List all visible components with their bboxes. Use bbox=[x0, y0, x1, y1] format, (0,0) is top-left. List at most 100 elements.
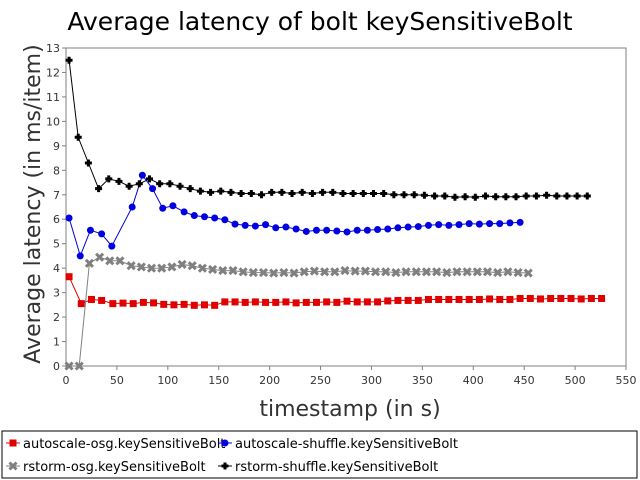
x-tick-label: 0 bbox=[63, 374, 70, 387]
data-point-circle bbox=[231, 220, 239, 228]
legend-item: autoscale-shuffle.keySensitiveBolt bbox=[218, 437, 458, 452]
data-point-square bbox=[323, 298, 331, 306]
data-point-plus bbox=[288, 190, 296, 198]
data-point-square bbox=[211, 301, 219, 309]
data-point-circle bbox=[384, 225, 392, 233]
data-point-square bbox=[363, 298, 371, 306]
data-point-x bbox=[299, 267, 309, 277]
data-point-square bbox=[241, 298, 249, 306]
data-point-square bbox=[87, 295, 95, 303]
data-point-x bbox=[462, 267, 472, 277]
data-point-x bbox=[167, 262, 177, 272]
data-point-circle bbox=[159, 204, 167, 212]
data-point-square bbox=[353, 298, 361, 306]
data-point-x bbox=[136, 262, 146, 272]
data-point-plus bbox=[583, 192, 591, 200]
y-axis-label: Average latency (in ms/item) bbox=[21, 44, 46, 363]
legend-label: rstorm-shuffle.keySensitiveBolt bbox=[235, 460, 438, 475]
x-tick-label: 550 bbox=[616, 374, 637, 387]
data-point-circle bbox=[190, 212, 198, 220]
data-point-square bbox=[292, 299, 300, 307]
y-tick-label: 2 bbox=[53, 311, 60, 324]
series-rstorm-osg-keysensitivebolt bbox=[64, 252, 533, 371]
data-point-plus bbox=[237, 190, 245, 198]
data-point-square bbox=[394, 296, 402, 304]
data-point-plus bbox=[135, 180, 143, 188]
data-point-plus bbox=[553, 192, 561, 200]
data-point-circle bbox=[312, 226, 320, 234]
legend-label: autoscale-shuffle.keySensitiveBolt bbox=[235, 437, 458, 452]
data-point-square bbox=[221, 298, 229, 306]
data-point-square bbox=[465, 295, 473, 303]
data-point-square bbox=[98, 296, 106, 304]
data-point-plus bbox=[65, 56, 73, 64]
x-tick-label: 200 bbox=[259, 374, 280, 387]
data-point-circle bbox=[76, 252, 84, 260]
data-point-x bbox=[115, 256, 125, 266]
data-point-plus bbox=[227, 188, 235, 196]
data-point-x bbox=[309, 266, 319, 276]
x-tick-label: 450 bbox=[514, 374, 535, 387]
data-point-square bbox=[557, 294, 565, 302]
y-tick-label: 7 bbox=[53, 189, 60, 202]
data-point-plus bbox=[481, 192, 489, 200]
chart-title: Average latency of bolt keySensitiveBolt bbox=[67, 7, 572, 36]
data-point-square bbox=[109, 300, 117, 308]
data-point-square bbox=[404, 296, 412, 304]
data-point-x bbox=[208, 264, 218, 274]
y-tick-label: 6 bbox=[53, 213, 60, 226]
data-point-plus bbox=[380, 190, 388, 198]
legend-box bbox=[1, 430, 638, 479]
data-point-circle bbox=[363, 226, 371, 234]
data-point-circle bbox=[292, 225, 300, 233]
data-point-circle bbox=[241, 221, 249, 229]
data-point-circle bbox=[302, 227, 310, 235]
legend-label: autoscale-osg.keySensitiveBolt bbox=[23, 437, 225, 452]
data-point-x bbox=[370, 267, 381, 277]
x-tick-label: 500 bbox=[565, 374, 586, 387]
data-point-circle bbox=[128, 203, 136, 211]
data-point-circle bbox=[475, 220, 483, 228]
data-point-plus bbox=[461, 193, 469, 201]
data-point-plus bbox=[492, 193, 500, 201]
data-point-x bbox=[391, 267, 401, 278]
data-point-plus bbox=[186, 185, 194, 193]
data-point-circle bbox=[272, 224, 280, 232]
data-point-x bbox=[340, 266, 350, 276]
data-point-x bbox=[320, 267, 330, 277]
data-point-square bbox=[343, 297, 351, 305]
data-point-plus bbox=[84, 159, 92, 167]
data-point-circle bbox=[221, 439, 229, 447]
data-point-square bbox=[445, 295, 453, 303]
y-tick-label: 10 bbox=[46, 115, 60, 128]
data-point-x bbox=[258, 267, 269, 278]
data-point-plus bbox=[532, 192, 540, 200]
series-line bbox=[68, 60, 588, 198]
data-point-x bbox=[360, 266, 370, 276]
data-point-square bbox=[424, 295, 432, 303]
data-point-x bbox=[218, 266, 228, 276]
data-point-x bbox=[503, 267, 513, 277]
data-point-circle bbox=[138, 171, 146, 179]
data-point-plus bbox=[308, 190, 316, 198]
data-point-square bbox=[486, 295, 494, 303]
data-point-plus bbox=[359, 190, 367, 198]
data-point-plus bbox=[573, 192, 581, 200]
data-point-plus bbox=[563, 192, 571, 200]
data-point-plus bbox=[221, 462, 229, 470]
data-point-x bbox=[350, 266, 360, 276]
data-point-plus bbox=[431, 192, 439, 200]
data-point-circle bbox=[374, 226, 382, 234]
data-point-circle bbox=[262, 221, 270, 229]
data-point-plus bbox=[390, 191, 398, 199]
data-point-circle bbox=[323, 226, 331, 234]
data-point-x bbox=[269, 268, 279, 278]
data-point-x bbox=[248, 267, 258, 278]
data-point-plus bbox=[166, 180, 174, 188]
data-point-square bbox=[119, 299, 127, 307]
data-point-circle bbox=[282, 223, 290, 231]
data-point-circle bbox=[98, 230, 106, 238]
data-point-plus bbox=[125, 182, 133, 190]
data-point-square bbox=[200, 301, 208, 309]
data-point-x bbox=[381, 267, 391, 277]
